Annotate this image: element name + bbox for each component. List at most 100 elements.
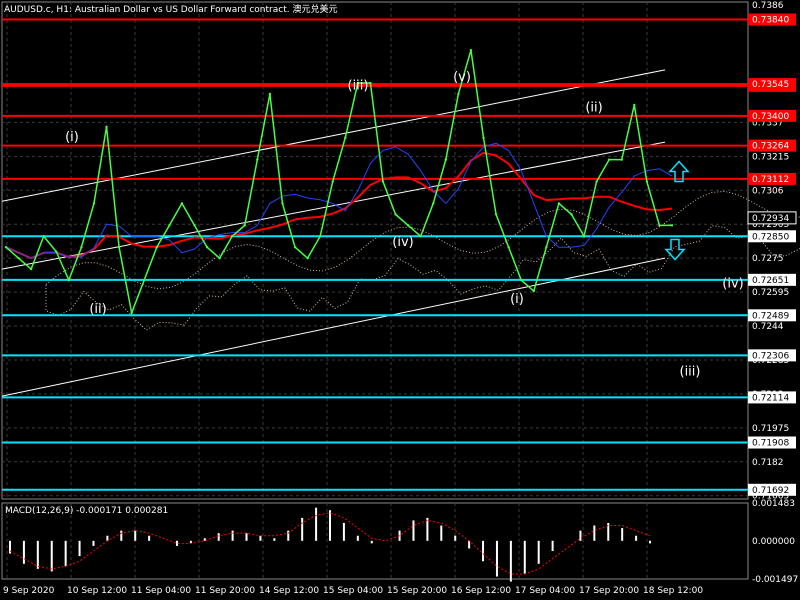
price-point: [620, 158, 623, 161]
wave-label: (i): [510, 292, 524, 307]
x-tick-label: 10 Sep 12:00: [67, 586, 127, 596]
support-tag: [748, 391, 796, 404]
price-point: [406, 224, 410, 227]
symbol-timeframe: AUDUSD.c, H1:: [4, 5, 72, 15]
y-tick-label: 0.7386: [752, 1, 784, 11]
price-point: [256, 158, 259, 161]
resistance-label: 0.73112: [752, 175, 789, 185]
price-point: [180, 202, 184, 205]
price-point: [17, 256, 20, 260]
y-tick-label: 0.73215: [752, 152, 789, 162]
resistance-tag: [748, 13, 796, 26]
macd-signal-line: [9, 512, 651, 575]
price-point: [419, 235, 422, 238]
x-tick-label: 17 Sep 20:00: [579, 586, 639, 596]
chart-header: AUDUSD.c, H1: Australian Dollar vs US Do…: [4, 2, 337, 15]
price-point: [570, 213, 573, 216]
main-frame: [1, 1, 749, 500]
price-point: [80, 246, 83, 249]
price-point: [356, 81, 360, 85]
price-point: [268, 92, 272, 96]
wave-label: (iv): [392, 235, 413, 250]
price-point: [67, 278, 71, 282]
x-tick-label: 15 Sep 04:00: [323, 586, 383, 596]
y-tick-label: 0.7275: [752, 254, 784, 264]
y-tick-label: 0.7337: [752, 118, 784, 128]
price-point: [243, 224, 246, 227]
y-tick-label: 0.72595: [752, 288, 789, 298]
instrument-description: Australian Dollar vs US Dollar Forward c…: [74, 5, 338, 15]
wave-label: (iii): [680, 364, 701, 379]
ma-red-line: [5, 151, 673, 260]
price-point: [4, 246, 8, 249]
x-tick-label: 14 Sep 12:00: [259, 586, 319, 596]
y-tick-label: 0.71665: [752, 492, 789, 502]
wave-label: (iv): [722, 277, 743, 292]
wave-label: (ii): [585, 100, 602, 115]
price-point: [55, 250, 58, 253]
price-point: [595, 180, 598, 183]
price-point: [432, 202, 435, 205]
price-point: [457, 92, 460, 96]
price-point: [293, 246, 297, 249]
price-point: [155, 246, 158, 249]
macd-frame: [1, 502, 749, 580]
price-point: [218, 256, 221, 260]
resistance-tag: [748, 78, 796, 91]
price-point: [117, 246, 121, 249]
price-line: [5, 49, 672, 316]
x-tick-label: 18 Sep 12:00: [643, 586, 703, 596]
price-point: [331, 180, 334, 183]
wave-label: (i): [65, 130, 79, 145]
price-point: [281, 202, 284, 205]
price-point: [92, 202, 96, 205]
price-point: [143, 278, 146, 282]
price-point: [344, 136, 347, 139]
y-tick-label: 0.7182: [752, 458, 784, 468]
support-tag: [748, 349, 796, 362]
price-point: [607, 158, 611, 161]
up-arrow-icon: [668, 160, 690, 183]
macd-tick-label: 0.000000: [752, 537, 795, 547]
price-point: [545, 246, 548, 249]
price-point: [230, 235, 234, 238]
channel-middle: [1, 141, 666, 270]
price-point: [168, 224, 171, 227]
current-price-label: 0.72934: [752, 214, 789, 224]
resistance-label: 0.73400: [752, 112, 789, 122]
price-point: [645, 180, 649, 183]
support-label: 0.72651: [752, 276, 789, 286]
price-point: [633, 103, 636, 107]
price-point: [193, 224, 196, 227]
price-point: [557, 202, 561, 205]
y-tick-label: 0.71975: [752, 424, 789, 434]
resistance-label: 0.73545: [752, 80, 789, 90]
price-point: [42, 235, 45, 238]
resistance-label: 0.73264: [752, 142, 789, 152]
support-label: 0.72114: [752, 393, 789, 403]
x-tick-label: 9 Sep 2020: [3, 586, 55, 596]
resistance-tag: [748, 172, 796, 185]
wave-label: (iii): [348, 79, 369, 94]
price-point: [381, 180, 385, 183]
price-point: [507, 246, 510, 249]
price-point: [369, 81, 372, 85]
price-point: [29, 267, 33, 271]
price-point: [520, 278, 523, 282]
support-tag: [748, 230, 796, 243]
price-point: [130, 311, 133, 315]
wave-label: (ii): [89, 302, 106, 317]
price-point: [394, 213, 397, 216]
resistance-tag: [748, 109, 796, 122]
support-label: 0.72850: [752, 232, 789, 242]
macd-tick-label: -0.001497: [752, 575, 798, 585]
support-tag: [748, 436, 796, 449]
support-label: 0.72306: [752, 351, 789, 361]
price-point: [444, 158, 448, 161]
support-label: 0.71692: [752, 486, 789, 496]
price-point: [105, 125, 108, 128]
price-point: [494, 213, 498, 216]
x-tick-label: 11 Sep 20:00: [195, 586, 255, 596]
channel-lower: [1, 257, 666, 397]
